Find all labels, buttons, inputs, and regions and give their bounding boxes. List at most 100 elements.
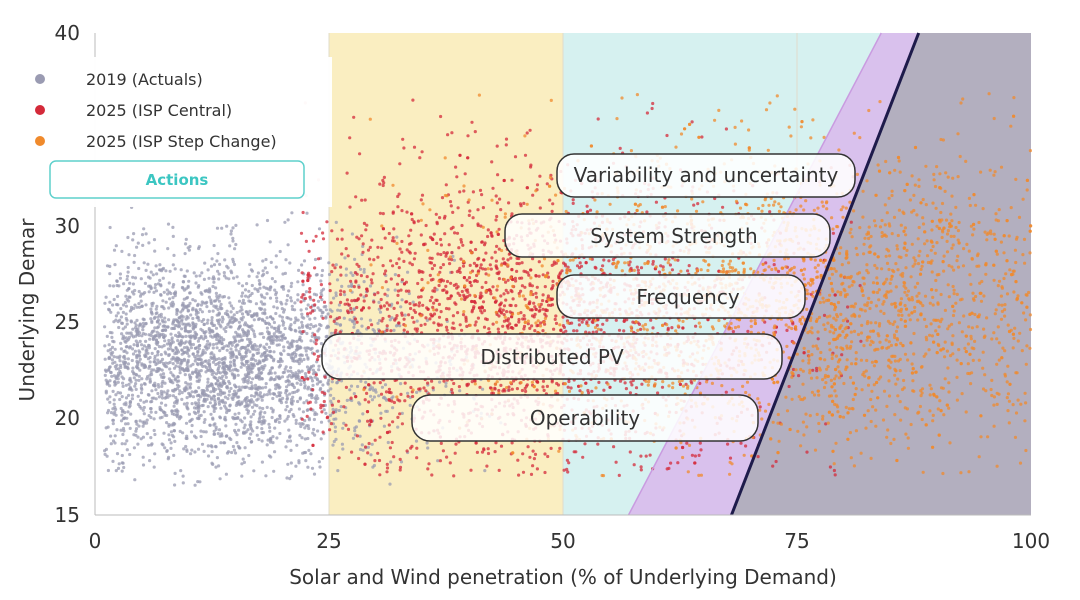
scatter-point	[256, 385, 260, 389]
scatter-point	[268, 371, 272, 375]
scatter-point	[188, 244, 192, 249]
scatter-point	[639, 327, 643, 331]
scatter-point	[149, 443, 153, 447]
scatter-point	[143, 365, 147, 369]
scatter-point	[212, 304, 216, 308]
scatter-point	[161, 276, 165, 280]
scatter-point	[128, 281, 132, 285]
scatter-point	[380, 385, 384, 389]
scatter-point	[219, 389, 223, 393]
scatter-point	[477, 269, 481, 273]
scatter-point	[341, 426, 345, 430]
scatter-point	[724, 127, 729, 131]
scatter-point	[127, 382, 131, 386]
scatter-point	[177, 334, 181, 338]
scatter-point	[252, 347, 256, 351]
scatter-point	[167, 306, 171, 310]
scatter-point	[286, 352, 290, 356]
scatter-point	[264, 321, 268, 325]
scatter-point	[187, 279, 191, 283]
scatter-point	[412, 303, 416, 307]
scatter-point	[124, 294, 128, 298]
scatter-point	[236, 395, 240, 399]
scatter-point	[483, 469, 487, 473]
scatter-point	[216, 252, 220, 256]
scatter-point	[250, 283, 254, 288]
scatter-point	[391, 264, 395, 268]
scatter-point	[214, 427, 218, 431]
scatter-point	[210, 318, 214, 323]
scatter-point	[373, 438, 377, 442]
scatter-point	[510, 268, 514, 272]
scatter-point	[197, 398, 201, 402]
scatter-point	[162, 335, 166, 339]
scatter-point	[328, 289, 332, 293]
scatter-point	[284, 258, 288, 262]
scatter-point	[208, 365, 212, 369]
scatter-point	[231, 397, 235, 401]
scatter-point	[261, 395, 265, 399]
scatter-point	[289, 369, 293, 373]
scatter-point	[372, 395, 376, 399]
scatter-point	[105, 382, 109, 386]
scatter-point	[639, 465, 643, 469]
scatter-point	[452, 381, 456, 386]
scatter-point	[279, 351, 283, 355]
scatter-point	[175, 408, 179, 412]
scatter-point	[660, 385, 665, 389]
scatter-point	[171, 326, 175, 330]
scatter-point	[532, 315, 536, 319]
scatter-point	[185, 361, 189, 365]
scatter-point	[470, 380, 474, 384]
scatter-point	[471, 216, 475, 220]
scatter-point	[234, 345, 238, 349]
scatter-point	[231, 239, 235, 243]
scatter-point	[115, 428, 119, 432]
scatter-point	[240, 361, 244, 365]
scatter-point	[216, 269, 220, 273]
scatter-point	[107, 307, 111, 311]
scatter-point	[327, 419, 331, 423]
scatter-point	[299, 308, 303, 312]
scatter-point	[255, 433, 259, 437]
scatter-point	[455, 286, 459, 290]
scatter-point	[340, 284, 344, 288]
scatter-point	[126, 235, 130, 240]
scatter-point	[225, 264, 229, 268]
scatter-point	[215, 259, 219, 263]
scatter-point	[410, 316, 414, 320]
scatter-point	[156, 350, 160, 354]
scatter-point	[104, 295, 108, 299]
scatter-point	[231, 373, 235, 377]
scatter-point	[376, 321, 380, 325]
scatter-point	[184, 334, 188, 338]
scatter-point	[113, 441, 117, 445]
scatter-point	[429, 278, 433, 282]
scatter-point	[124, 336, 128, 340]
scatter-point	[294, 354, 298, 358]
scatter-point	[224, 329, 228, 334]
scatter-point	[586, 388, 590, 393]
scatter-point	[232, 359, 236, 363]
scatter-point	[281, 323, 285, 327]
scatter-point	[318, 308, 322, 312]
scatter-point	[307, 418, 311, 422]
scatter-point	[189, 452, 193, 456]
scatter-point	[235, 401, 239, 405]
scatter-point	[243, 416, 247, 420]
scatter-point	[317, 227, 322, 231]
scatter-point	[510, 441, 514, 445]
scatter-point	[300, 417, 304, 421]
scatter-point	[406, 391, 410, 395]
scatter-point	[241, 315, 245, 319]
scatter-point	[435, 222, 439, 226]
scatter-point	[188, 324, 192, 328]
scatter-point	[522, 314, 526, 318]
scatter-point	[312, 427, 316, 432]
scatter-point	[343, 302, 347, 306]
scatter-point	[517, 317, 521, 322]
scatter-point	[494, 441, 498, 445]
scatter-point	[131, 282, 135, 286]
scatter-point	[694, 324, 698, 328]
scatter-point	[533, 305, 537, 309]
